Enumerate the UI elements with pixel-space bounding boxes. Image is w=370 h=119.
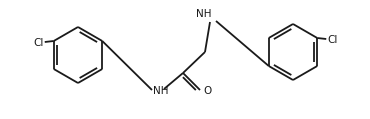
Text: O: O <box>203 86 211 96</box>
Text: Cl: Cl <box>327 35 337 45</box>
Text: Cl: Cl <box>33 38 44 48</box>
Text: NH: NH <box>196 9 212 19</box>
Text: NH: NH <box>153 86 168 96</box>
